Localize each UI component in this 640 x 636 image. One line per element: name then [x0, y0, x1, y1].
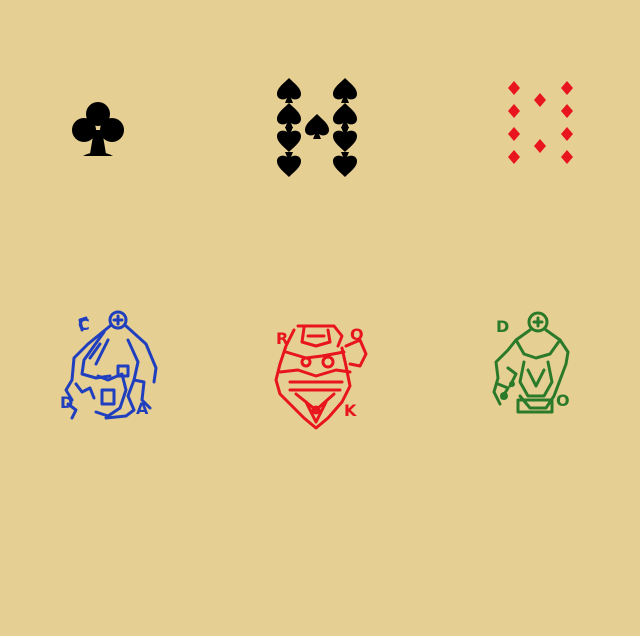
card-ten-of-diamonds[interactable] — [470, 50, 610, 210]
corner-top-label: D — [496, 317, 509, 336]
card-blue-court[interactable]: C D A — [38, 300, 178, 460]
corner-top-label: R — [276, 329, 288, 348]
corner-bottom-label: O — [556, 391, 570, 410]
card-red-court[interactable]: R Q K — [246, 306, 386, 466]
card-green-court[interactable]: D O — [468, 300, 608, 460]
corner-bottom-label: K — [344, 401, 357, 420]
card-ace-of-clubs[interactable] — [28, 50, 168, 210]
corner-left-label: D — [60, 393, 73, 412]
court-figure-icon: D O — [492, 311, 570, 414]
diamond-icon — [508, 81, 573, 164]
corner-right-label: Q — [350, 325, 364, 344]
spade-icon — [277, 78, 357, 177]
corner-bottom-label: A — [136, 399, 149, 418]
corner-top-label: C — [78, 315, 90, 334]
court-figure-icon: R Q K — [274, 324, 368, 430]
court-figure-icon: C D A — [60, 310, 158, 420]
card-ten-of-spades[interactable] — [248, 48, 388, 208]
club-icon — [72, 102, 124, 156]
